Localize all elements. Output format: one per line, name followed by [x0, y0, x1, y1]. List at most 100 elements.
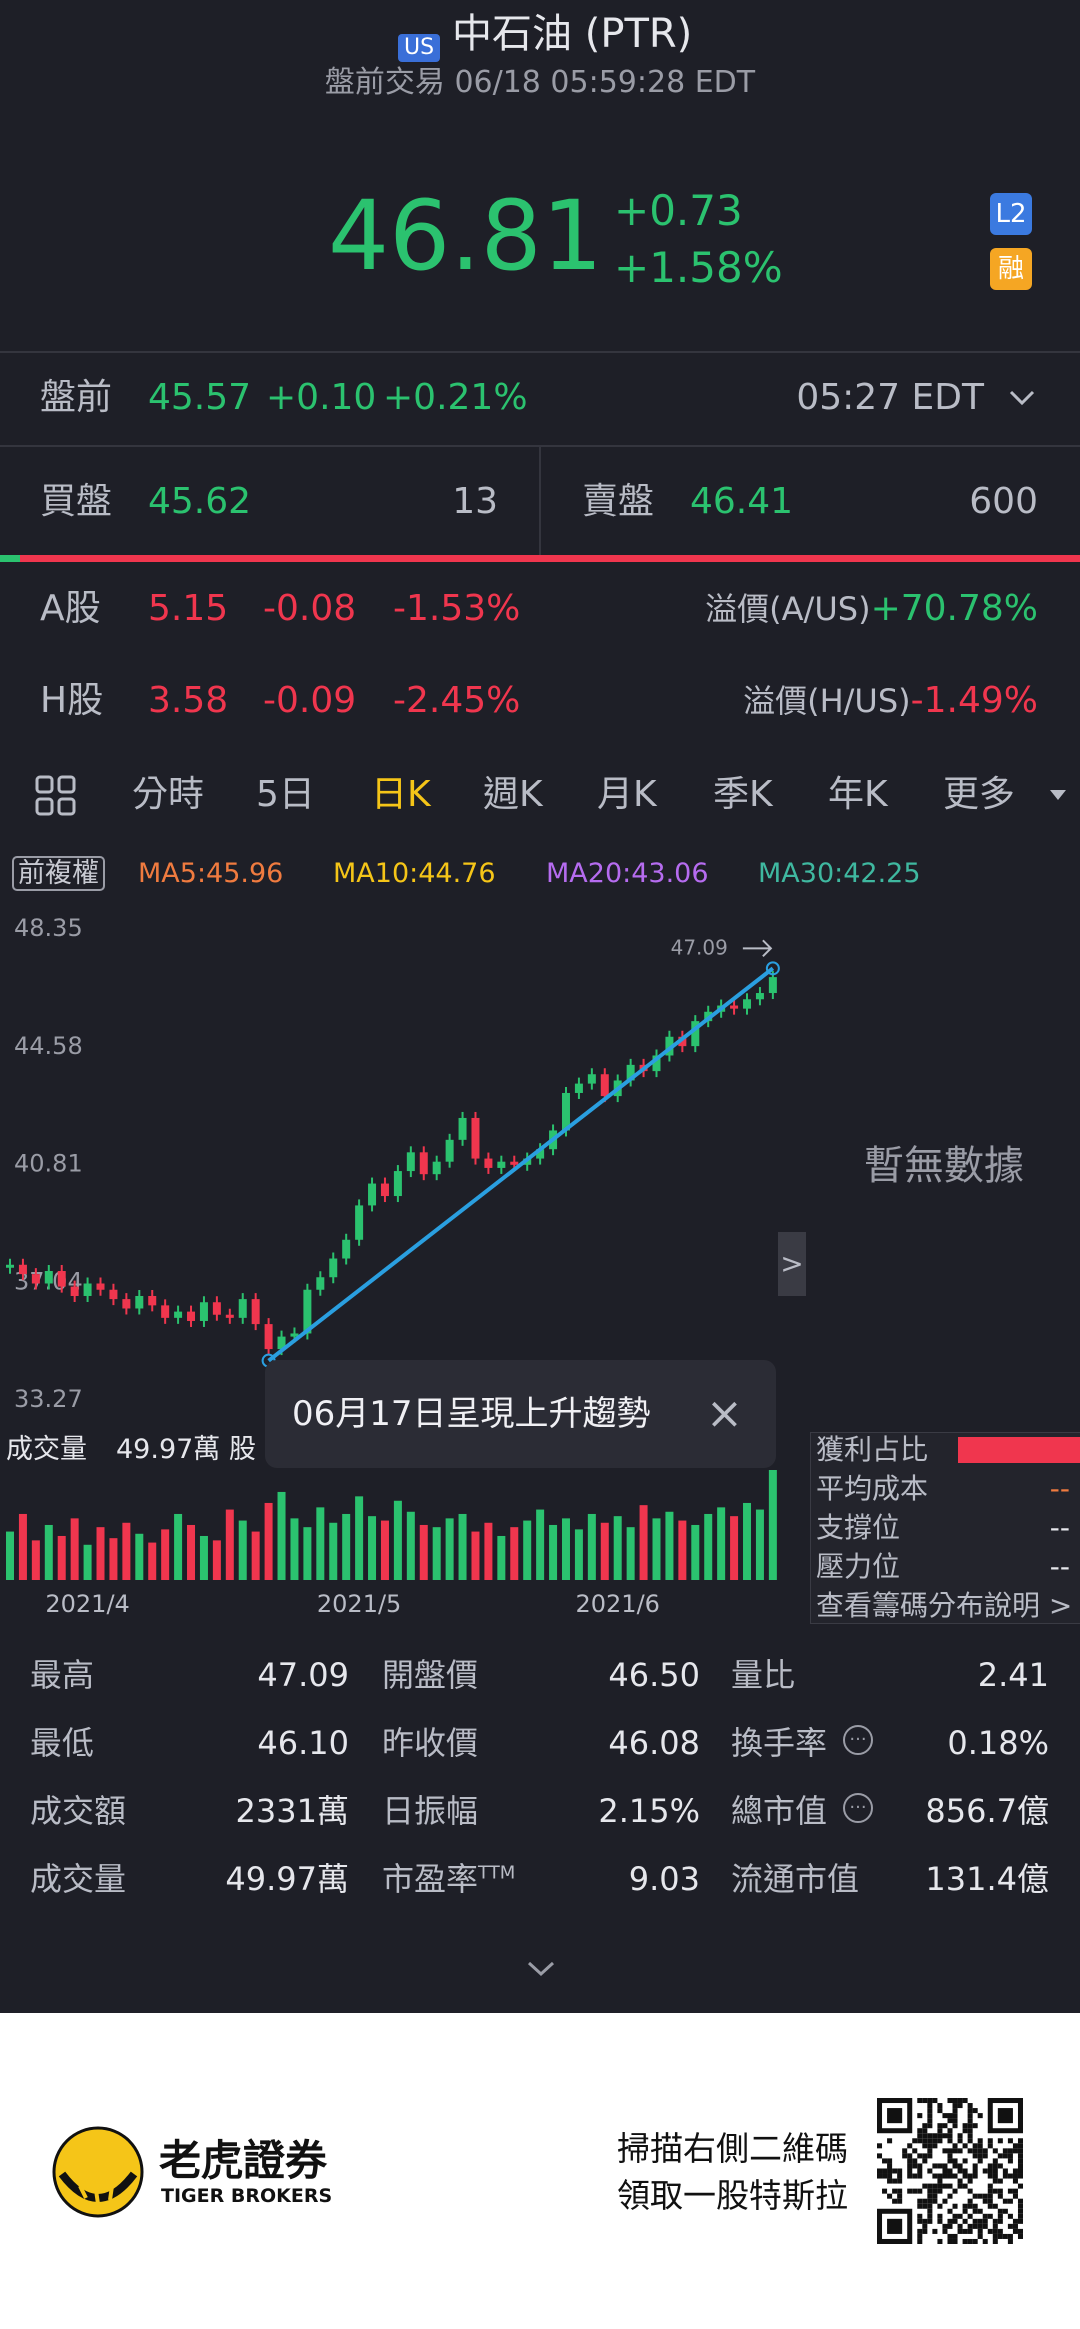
stat-label: 市盈率TTM [382, 1860, 516, 1898]
qr-module [962, 2183, 968, 2189]
qr-module [922, 2198, 928, 2204]
info-icon[interactable]: ··· [843, 1793, 873, 1823]
qr-module [977, 2138, 983, 2144]
tab[interactable]: 月K [597, 774, 657, 815]
volume-bar [109, 1538, 118, 1580]
premarket-time[interactable]: 05:27 EDT [796, 377, 984, 418]
qr-module [942, 2163, 948, 2169]
x-tick-label: 2021/4 [45, 1590, 129, 1618]
qr-module [882, 2188, 888, 2194]
a-share-price: 5.15 [148, 588, 229, 629]
qr-module [892, 2168, 898, 2174]
qr-module [922, 2223, 928, 2229]
chip-panel [810, 1432, 1080, 1624]
chip-value: -- [1049, 1472, 1070, 1505]
y-tick-label: 33.27 [14, 1385, 83, 1413]
qr-finder [997, 2108, 1013, 2124]
tab[interactable]: 季K [713, 774, 773, 815]
qr-module [952, 2123, 958, 2129]
qr-module [1007, 2173, 1013, 2179]
qr-finder [877, 2208, 913, 2244]
qr-module [987, 2193, 993, 2199]
qr-module [947, 2113, 953, 2119]
qr-module [1017, 2228, 1023, 2234]
brand-logo [52, 2126, 144, 2218]
stat-value: 2331萬 [235, 1792, 349, 1830]
stat-value: 47.09 [257, 1656, 349, 1694]
tab[interactable]: 更多 [943, 774, 1016, 815]
stat-label: 成交額 [30, 1792, 127, 1830]
qr-module [932, 2163, 938, 2169]
qr-module [927, 2183, 933, 2189]
profit-ratio-bar [958, 1437, 1080, 1463]
qr-module [922, 2133, 928, 2139]
link-text[interactable]: 查看籌碼分布說明 [816, 1589, 1041, 1622]
qr-module [932, 2188, 938, 2194]
qr-module [932, 2133, 938, 2139]
candle-body [96, 1283, 105, 1290]
qr-module [927, 2123, 933, 2129]
qr-module [982, 2218, 988, 2224]
qr-module [997, 2218, 1003, 2224]
volume-bar [70, 1518, 79, 1580]
candle-body [6, 1264, 14, 1268]
qr-module [1017, 2208, 1023, 2214]
qr-module [982, 2148, 988, 2154]
info-icon[interactable]: ··· [843, 1725, 873, 1755]
qr-module [922, 2153, 928, 2159]
chip-label: 平均成本 [816, 1472, 929, 1505]
a-share-pct: -1.53% [393, 588, 521, 629]
tab[interactable]: 分時 [132, 774, 205, 815]
margin-badge[interactable]: 融 [990, 248, 1032, 290]
qr-module [982, 2223, 988, 2229]
volume-bar [290, 1518, 299, 1580]
chip-help-link[interactable]: 查看籌碼分布說明 > [816, 1589, 1073, 1622]
qr-module [957, 2148, 963, 2154]
qr-module [952, 2188, 958, 2194]
dropdown-icon[interactable] [1008, 388, 1036, 408]
stat-value: 49.97萬 [225, 1860, 349, 1898]
promo-line: 掃描右側二維碼 [617, 2129, 848, 2168]
tab[interactable]: 日K [371, 774, 431, 815]
candle-body [277, 1336, 286, 1350]
tab[interactable]: 年K [828, 774, 888, 815]
qr-module [952, 2148, 958, 2154]
candle-body [626, 1064, 635, 1081]
qr-module [917, 2113, 923, 2119]
stat-label: 換手率 [731, 1724, 828, 1762]
qr-module [1017, 2198, 1023, 2204]
adjust-toggle[interactable]: 前複權 [12, 856, 105, 891]
qr-module [932, 2173, 938, 2179]
candle-body [484, 1158, 493, 1168]
qr-module [952, 2098, 958, 2104]
qr-module [942, 2228, 948, 2234]
l2-badge[interactable]: L2 [990, 193, 1032, 235]
qr-module [972, 2163, 978, 2169]
qr-module [957, 2213, 963, 2219]
qr-module [927, 2133, 933, 2139]
qr-module [992, 2238, 998, 2244]
toast-close[interactable]: × [706, 1388, 743, 1439]
volume-bar [83, 1544, 92, 1580]
candle-body [329, 1258, 338, 1278]
tab[interactable]: 週K [483, 774, 543, 815]
qr-module [977, 2153, 983, 2159]
qr-module [897, 2198, 903, 2204]
layout-icon[interactable] [35, 775, 77, 817]
qr-module [947, 2133, 953, 2139]
expand-chevron[interactable] [526, 1960, 556, 1978]
volume-bar [31, 1540, 40, 1580]
qr-module [962, 2173, 968, 2179]
ask-price: 46.41 [690, 481, 794, 522]
candle-body [70, 1286, 79, 1296]
expand-button[interactable]: > [778, 1232, 806, 1296]
more-arrow[interactable] [1048, 788, 1068, 802]
volume-bar [445, 1518, 454, 1580]
qr-module [997, 2228, 1003, 2234]
qr-module [927, 2168, 933, 2174]
qr-module [912, 2188, 918, 2194]
qr-module [952, 2113, 958, 2119]
tab[interactable]: 5日 [256, 774, 315, 815]
volume-bar [212, 1540, 221, 1580]
